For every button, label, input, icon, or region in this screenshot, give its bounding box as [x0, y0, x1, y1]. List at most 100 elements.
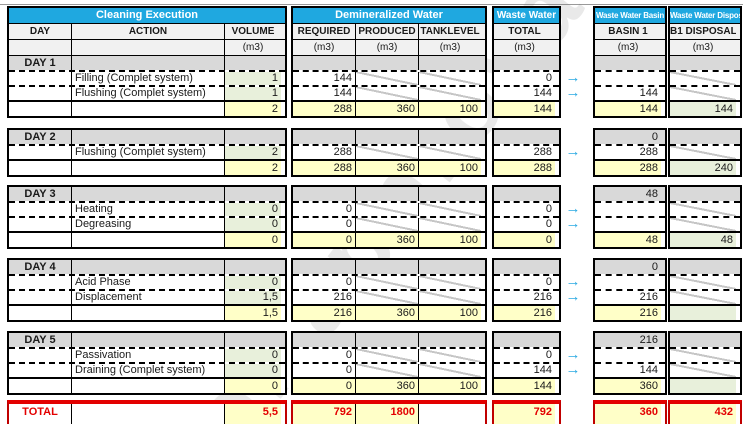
grand-volume-cell: 5,5 — [224, 404, 281, 424]
col-day-header: DAY — [29, 26, 51, 37]
na-cell — [670, 364, 736, 377]
action-row: Flushing (Complet system) 1 — [9, 85, 285, 100]
grand-total-row: 360 — [593, 400, 667, 424]
day4-header-row — [293, 260, 485, 274]
na-cell — [418, 364, 481, 377]
waste-units-row: (m3) — [494, 39, 559, 55]
demin-header-day1-box: Demineralized Water REQUIRED PRODUCED TA… — [291, 6, 487, 118]
action-row — [670, 144, 740, 159]
action-row — [670, 216, 740, 231]
unit-cell: (m3) — [313, 42, 335, 53]
na-cell — [418, 218, 481, 231]
day-spacer — [670, 333, 736, 347]
required-cell: 0 — [345, 276, 352, 288]
day-spacer — [224, 333, 281, 347]
day5-header-row — [494, 333, 559, 347]
day3-header-row: DAY 3 — [9, 187, 285, 201]
day-total-row: 144 — [494, 377, 559, 393]
day1-header-row — [595, 55, 665, 70]
waste-cell: 0 — [545, 218, 552, 230]
na-cell — [355, 203, 418, 216]
col-basin1-header: BASIN 1 — [608, 26, 648, 37]
volume-cell[interactable]: 0 — [224, 349, 281, 362]
na-cell — [670, 291, 736, 304]
action-row: 144 — [494, 362, 559, 377]
waste-colhead-row: TOTAL — [494, 23, 559, 39]
day-spacer — [494, 130, 555, 144]
day-spacer — [355, 56, 418, 70]
col-produced-header: PRODUCED — [355, 24, 418, 39]
waste-total-cell: 288 — [494, 161, 555, 175]
demin-colhead-row: REQUIRED PRODUCED TANKLEVEL — [293, 23, 485, 39]
waste-title: Waste Water — [496, 10, 557, 21]
day1-header-row — [293, 55, 485, 70]
action-row — [670, 347, 740, 362]
volume-cell[interactable]: 2 — [224, 146, 281, 159]
waste-cell: 144 — [533, 87, 552, 99]
basin-cell: 288 — [639, 146, 658, 158]
volume-cell[interactable]: 0 — [224, 203, 281, 216]
basin-total-cell: 288 — [595, 161, 661, 175]
action-row: 0 — [494, 274, 559, 289]
volume-cell[interactable]: 1,5 — [224, 291, 281, 304]
disposal-total-cell: 48 — [670, 233, 736, 247]
action-label: Displacement — [71, 291, 224, 304]
day5-box — [668, 331, 742, 395]
action-row: 144 — [595, 85, 665, 100]
action-row: Degreasing 0 — [9, 216, 285, 231]
day-spacer — [418, 56, 481, 70]
day-total-row: 48 — [595, 231, 665, 247]
day-label: DAY 2 — [24, 131, 56, 143]
total-spacer — [9, 233, 71, 247]
waste-cell: 216 — [533, 291, 552, 303]
flow-arrow-icon: → — [565, 69, 581, 86]
day-spacer — [494, 333, 555, 347]
day-spacer — [355, 187, 418, 201]
day-spacer — [293, 333, 355, 347]
action-row — [670, 70, 740, 85]
action-row — [670, 85, 740, 100]
produced-total-cell: 360 — [355, 102, 418, 116]
required-total-cell: 216 — [293, 306, 355, 320]
day-total-row: 216 360 100 — [293, 304, 485, 320]
day-total-row: 240 — [670, 159, 740, 175]
day-label: DAY 3 — [24, 188, 56, 200]
action-row: 0 — [494, 216, 559, 231]
volume-total-cell: 2 — [224, 102, 281, 116]
action-row: 0 — [494, 201, 559, 216]
grand-total-label: TOTAL — [22, 406, 58, 418]
day-total-row: 0 — [9, 377, 285, 393]
volume-cell[interactable]: 1 — [224, 87, 281, 100]
day3-box: DAY 3 Heating 0 Degreasing 0 0 — [7, 185, 287, 249]
grand-waste-cell: 792 — [494, 404, 555, 424]
day5-header-row: DAY 5 — [9, 333, 285, 347]
day-spacer — [224, 260, 281, 274]
day-spacer — [670, 260, 736, 274]
day3-box: 0 0 0 360 100 — [291, 185, 487, 249]
grand-required-cell: 792 — [293, 404, 355, 424]
waste-total-cell: 216 — [494, 306, 555, 320]
unit-cell — [9, 40, 71, 55]
volume-cell[interactable]: 0 — [224, 218, 281, 231]
volume-cell[interactable]: 0 — [224, 276, 281, 289]
day2-header-row — [494, 130, 559, 144]
tanklevel-total-cell: 100 — [418, 102, 481, 116]
disposal-colhead-row: B1 DISPOSAL — [670, 23, 740, 39]
na-cell — [355, 72, 418, 85]
day-label: DAY 4 — [24, 261, 56, 273]
total-spacer — [71, 306, 224, 320]
volume-cell[interactable]: 0 — [224, 364, 281, 377]
waste-cell: 0 — [545, 349, 552, 361]
day-spacer — [71, 56, 224, 70]
volume-cell[interactable]: 1 — [224, 72, 281, 85]
day3-header-row: 48 — [595, 187, 665, 201]
action-row: Passivation 0 — [9, 347, 285, 362]
action-row: 0 — [494, 70, 559, 85]
waste-cell: 0 — [545, 203, 552, 215]
disposal-title: Waste Water Disposal — [670, 11, 740, 20]
day-total-row — [670, 377, 740, 393]
required-cell: 144 — [333, 72, 352, 84]
tanklevel-total-cell: 100 — [418, 306, 481, 320]
action-label: Heating — [71, 203, 224, 216]
